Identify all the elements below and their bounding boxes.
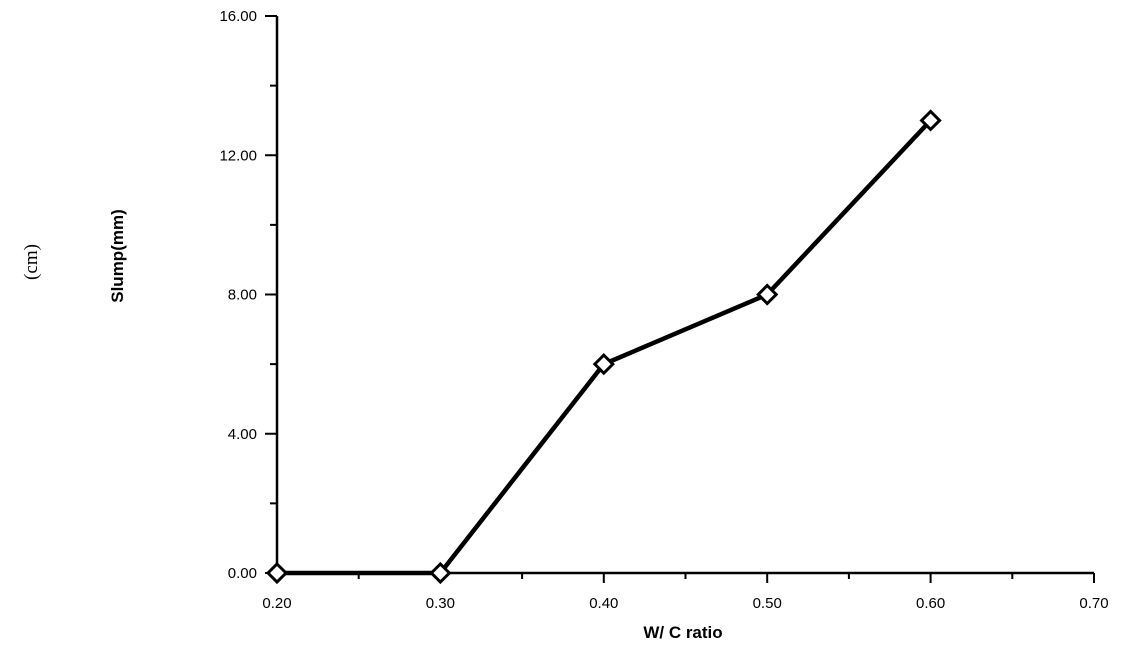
y-tick-label: 8.00 xyxy=(228,287,257,304)
data-point-marker xyxy=(265,561,289,585)
y-tick-label: 4.00 xyxy=(228,426,257,443)
data-point-marker xyxy=(919,109,942,132)
x-tick-label: 0.70 xyxy=(1079,595,1108,612)
data-point-marker xyxy=(429,561,452,585)
axes xyxy=(275,16,1094,575)
tick-labels: 0.20 0.30 0.40 0.50 0.60 0.70 0.00 4.00 8.00 12.0… xyxy=(219,8,1108,612)
x-tick-label: 0.40 xyxy=(589,595,618,612)
series-layer xyxy=(265,109,942,585)
series-line xyxy=(274,118,933,576)
y-axis-title: Slump(mm) xyxy=(108,209,127,303)
y-tick-label: 16.00 xyxy=(219,8,257,25)
data-point-marker xyxy=(756,283,779,306)
ticks xyxy=(265,15,1095,583)
data-point-marker xyxy=(592,353,615,376)
x-tick-label: 0.50 xyxy=(753,595,782,612)
y-tick-label: 0.00 xyxy=(228,565,257,582)
x-tick-label: 0.60 xyxy=(916,595,945,612)
x-axis-title: W/ C ratio xyxy=(643,623,722,642)
x-tick-label: 0.30 xyxy=(426,595,455,612)
y-tick-label: 12.00 xyxy=(219,147,257,164)
x-tick-label: 0.20 xyxy=(262,595,291,612)
y-axis-unit-note: (cm) xyxy=(21,244,42,280)
